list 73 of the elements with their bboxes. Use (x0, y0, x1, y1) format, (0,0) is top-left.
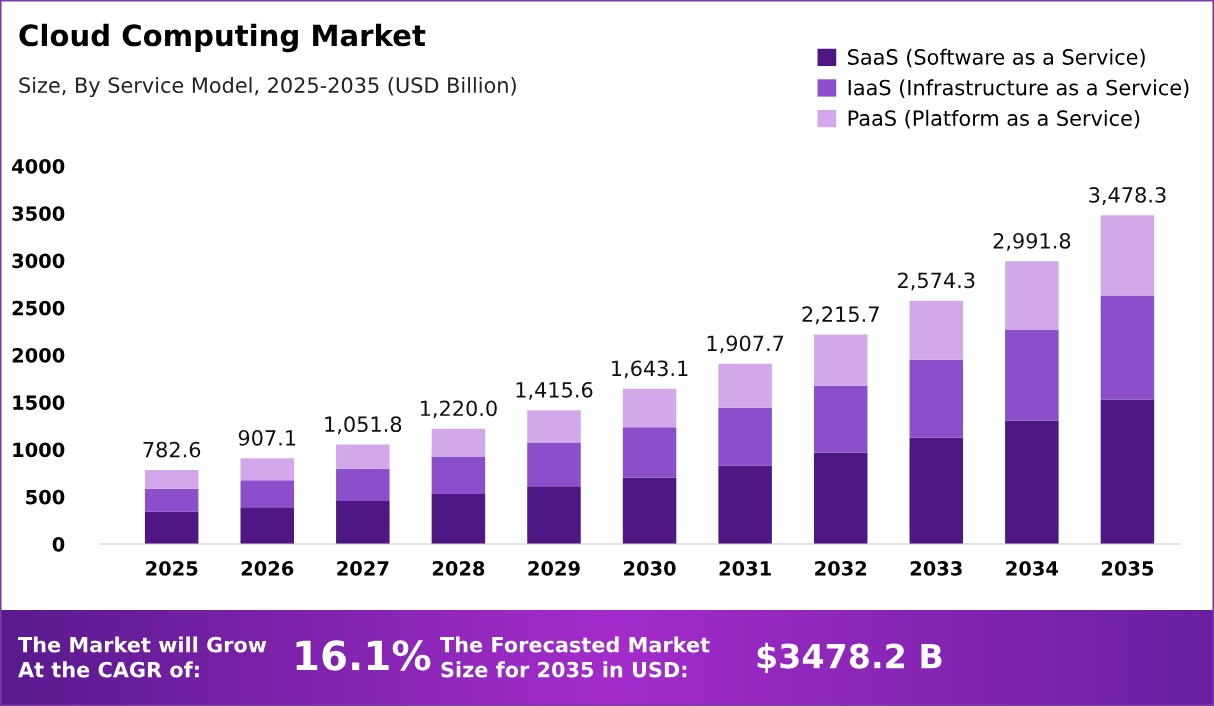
bar (527, 486, 581, 544)
bar (336, 501, 390, 544)
y-tick-label: 2500 (12, 300, 65, 316)
total-label: 2,215.7 (802, 306, 879, 325)
bar (622, 388, 677, 428)
legend-label: IaaS (Infrastructure as a Service) (848, 79, 1189, 98)
bar (1005, 261, 1059, 330)
total-label: 1,643.1 (612, 360, 688, 379)
total-label: 907.1 (238, 429, 296, 446)
bar (144, 511, 199, 544)
bar (1005, 420, 1059, 544)
bar (431, 456, 486, 494)
bar (527, 410, 581, 443)
y-tick-label: 500 (26, 489, 65, 505)
total-label: 3,478.3 (1089, 187, 1166, 205)
x-tick-label: 2031 (719, 561, 771, 576)
x-tick-label: 2028 (432, 561, 485, 576)
y-tick-label: 1000 (13, 442, 65, 458)
x-tick-label: 2027 (337, 561, 389, 576)
x-tick-label: 2032 (815, 561, 867, 576)
bar (240, 507, 295, 544)
bar (909, 437, 964, 544)
bar (336, 468, 390, 501)
bar (144, 470, 199, 489)
bar (909, 359, 964, 438)
total-label: 1,051.8 (325, 416, 402, 435)
y-tick-label: 0 (52, 536, 65, 552)
x-tick-label: 2033 (910, 561, 962, 576)
text: 16.1% (296, 640, 431, 671)
bar (813, 452, 868, 544)
bar (431, 493, 486, 544)
legend-label: PaaS (Platform as a Service) (848, 109, 1140, 129)
bar (718, 363, 772, 408)
bar (527, 442, 581, 487)
bar (718, 407, 772, 466)
chart-subtitle: Size, By Service Model, 2025-2035 (USD Billion) (19, 76, 516, 98)
bar (718, 465, 772, 544)
y-tick-label: 1500 (13, 395, 65, 410)
total-label: 1,220.0 (420, 400, 497, 419)
y-tick-label: 3000 (12, 253, 65, 269)
bar (1100, 215, 1155, 296)
bar (813, 334, 868, 386)
bar (144, 488, 199, 512)
total-label: 1,415.6 (516, 381, 593, 400)
bar (622, 427, 677, 478)
total-label: 1,907.7 (707, 335, 784, 354)
total-label: 2,991.8 (993, 232, 1071, 251)
bar (909, 300, 964, 360)
y-tick-label: 4000 (12, 158, 65, 174)
bar (336, 444, 390, 469)
bar (1100, 399, 1155, 544)
text: The Market will Grow At the CAGR of: (18, 636, 267, 678)
x-tick-label: 2034 (1006, 561, 1059, 576)
bar (431, 428, 486, 457)
x-tick-label: 2025 (146, 561, 198, 576)
text: $3478.2 B (757, 642, 942, 674)
bar (813, 385, 868, 453)
legend-label: SaaS (Software as a Service) (848, 48, 1145, 68)
total-label: 2,574.3 (898, 272, 975, 291)
text: The Forecasted Market Size for 2035 in USD: (440, 636, 710, 678)
total-label: 782.6 (143, 441, 201, 458)
bar (1100, 295, 1155, 400)
bar (240, 480, 295, 508)
x-tick-label: 2029 (528, 561, 580, 576)
x-tick-label: 2026 (241, 561, 294, 576)
x-tick-label: 2035 (1101, 561, 1154, 576)
bar (1005, 329, 1059, 421)
y-tick-label: 3500 (12, 206, 65, 221)
bar (622, 477, 677, 544)
bar (240, 458, 295, 481)
y-tick-label: 2000 (12, 347, 65, 363)
chart-title: Cloud Computing Market (19, 23, 426, 53)
x-tick-label: 2030 (624, 561, 676, 576)
